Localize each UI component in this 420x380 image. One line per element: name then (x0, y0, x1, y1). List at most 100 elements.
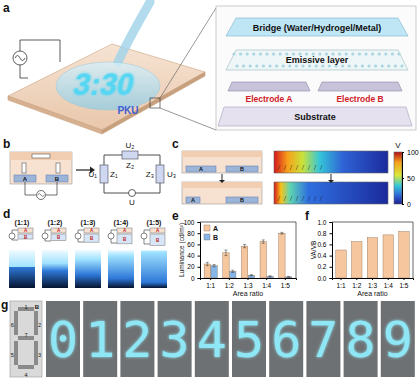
ratio-label: (1:4) (114, 219, 129, 227)
source-circle (141, 233, 147, 239)
block-label: A (24, 228, 28, 233)
panel-g: 1234567B0123456789 (10, 301, 415, 378)
segment (14, 311, 18, 335)
y-tick-label: 60 (187, 241, 195, 248)
wire (12, 230, 18, 240)
digit-tile (120, 301, 154, 377)
x-tick-mark (210, 278, 211, 280)
y-tick-label: 100 (184, 219, 195, 226)
device-section (182, 151, 262, 173)
field-arrow (320, 196, 322, 201)
block-a (84, 228, 99, 233)
bar (399, 232, 409, 278)
electrode (186, 197, 200, 203)
bridge-band (10, 152, 72, 160)
colorbar-tick-label: 50 (407, 175, 415, 182)
ratio-label: (1:1) (15, 219, 30, 227)
error-bar (287, 276, 290, 278)
block-label: B (90, 236, 94, 241)
segment-label: 1 (24, 304, 27, 310)
emissive-layer (226, 50, 408, 70)
y-tick-mark (330, 267, 333, 268)
panel-b: ABU₁Z₁U₂Z₂Z₃U₃U (10, 141, 176, 207)
bar-chart: 0204060801001:11:21:31:41:5Area ratioLum… (178, 219, 297, 297)
photo-glow (75, 250, 101, 288)
circuit-label: U₂ (126, 141, 135, 150)
x-tick: 1:1 (337, 278, 346, 289)
particle (394, 64, 397, 67)
bar (267, 276, 273, 278)
field-arrow (314, 165, 316, 170)
particle (272, 52, 275, 55)
field-arrow (284, 196, 286, 201)
block-a (117, 228, 132, 233)
legend-swatch (204, 234, 210, 240)
particle (268, 64, 271, 67)
particle (265, 52, 268, 55)
potential-map (274, 151, 388, 173)
digit-tile (195, 301, 229, 377)
x-tick-label: 1:2 (352, 282, 361, 289)
field-arrow (308, 196, 310, 201)
bar (279, 233, 285, 278)
bar (285, 277, 291, 278)
particle (262, 64, 265, 67)
particle (358, 52, 361, 55)
wire (20, 65, 28, 78)
y-tick: 0.0 (317, 275, 332, 282)
layer-label: Bridge (Water/Hydrogel/Metal) (253, 23, 382, 33)
y-tick: 0.4 (317, 252, 332, 259)
device-schematic (10, 152, 72, 184)
layer-box (216, 6, 416, 130)
particle (275, 64, 278, 67)
particle (259, 52, 262, 55)
ratio-label: (1:5) (147, 219, 162, 227)
block-label: A (191, 197, 195, 203)
particle (361, 64, 364, 67)
digit-tile (46, 301, 80, 377)
wire (111, 230, 117, 243)
digit: 5 (234, 311, 264, 369)
y-tick-mark (330, 222, 333, 223)
bridge-band (182, 151, 262, 157)
source-circle (42, 233, 48, 239)
block-b (18, 234, 33, 239)
block-label: A (57, 228, 61, 233)
digit-tile (232, 301, 266, 377)
arrow (331, 174, 332, 181)
arrow-head (328, 180, 334, 183)
error-bar (206, 262, 209, 265)
error-bar (250, 275, 253, 276)
error-bar (269, 276, 272, 277)
y-tick-label: 0.0 (317, 275, 326, 282)
legend-label: B (213, 234, 218, 241)
block-label: A (23, 176, 28, 182)
plot-frame (200, 222, 296, 278)
particle (249, 64, 252, 67)
particle (371, 52, 374, 55)
x-tick-mark (266, 278, 267, 280)
digit-tile (269, 301, 303, 377)
panel-label: a (3, 1, 10, 15)
particle (391, 52, 394, 55)
particle (384, 52, 387, 55)
y-tick-label: 0.6 (317, 241, 326, 248)
y-axis: 020406080100 (184, 219, 201, 282)
segment (18, 365, 34, 369)
field-arrow (278, 196, 280, 201)
particle (351, 52, 354, 55)
wire (20, 40, 60, 62)
water-stream (118, 2, 150, 62)
zoom-line (160, 108, 216, 130)
x-axis-line (201, 279, 297, 281)
electrode (226, 166, 258, 172)
electrode (318, 82, 402, 91)
field-arrow (314, 196, 316, 201)
x-tick: 1:3 (243, 278, 252, 289)
colorbar-tick: 50 (402, 175, 415, 182)
particle (367, 64, 370, 67)
particle (397, 52, 400, 55)
bar (204, 264, 210, 278)
error-bar (280, 232, 283, 234)
digit: 3 (160, 311, 190, 369)
